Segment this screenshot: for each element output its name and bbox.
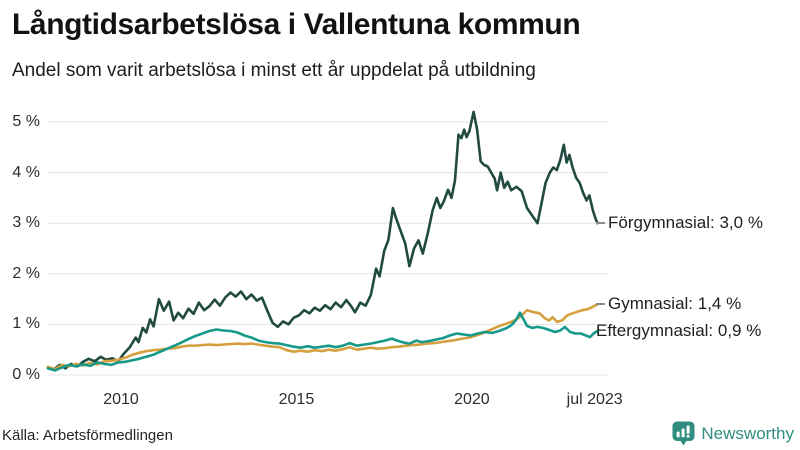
series-line-förgymnasial <box>46 110 599 372</box>
series-line-eftergymnasial <box>46 311 599 372</box>
series-end-label-eftergymnasial: Eftergymnasial: 0,9 % <box>596 320 761 342</box>
x-axis-label: 2010 <box>103 391 139 408</box>
x-axis-label: jul 2023 <box>566 391 623 408</box>
y-axis-label: 5 % <box>12 113 40 130</box>
newsworthy-icon <box>672 421 695 446</box>
series-end-label-gymnasial: Gymnasial: 1,4 % <box>596 293 741 315</box>
series-end-label-text: Gymnasial: 1,4 % <box>608 294 742 314</box>
newsworthy-wordmark: Newsworthy <box>701 423 794 443</box>
annotation-dash <box>596 303 605 306</box>
x-axis-label: 2015 <box>278 391 315 408</box>
y-axis-label: 1 % <box>12 315 40 333</box>
annotation-dash <box>596 222 605 225</box>
series-end-label-text: Förgymnasial: 3,0 % <box>608 213 763 233</box>
page-title: Långtidsarbetslösa i Vallentuna kommun <box>12 8 581 41</box>
gridlines <box>48 121 608 376</box>
y-axis-label: 4 % <box>12 163 40 181</box>
x-axis-label: 2020 <box>454 391 490 408</box>
y-axis-label: 3 % <box>12 214 40 232</box>
source-caption: Källa: Arbetsförmedlingen <box>2 427 173 444</box>
y-axis-label: 2 % <box>12 264 40 282</box>
series-line-gymnasial <box>46 302 599 371</box>
newsworthy-logo[interactable]: Newsworthy <box>672 421 794 446</box>
series-lines <box>46 110 599 372</box>
y-axis-label: 0 % <box>12 366 40 383</box>
chart-subtitle: Andel som varit arbetslösa i minst ett å… <box>12 60 536 81</box>
series-end-label-forgymnasial: Förgymnasial: 3,0 % <box>596 212 763 234</box>
series-end-label-text: Eftergymnasial: 0,9 % <box>596 320 762 340</box>
